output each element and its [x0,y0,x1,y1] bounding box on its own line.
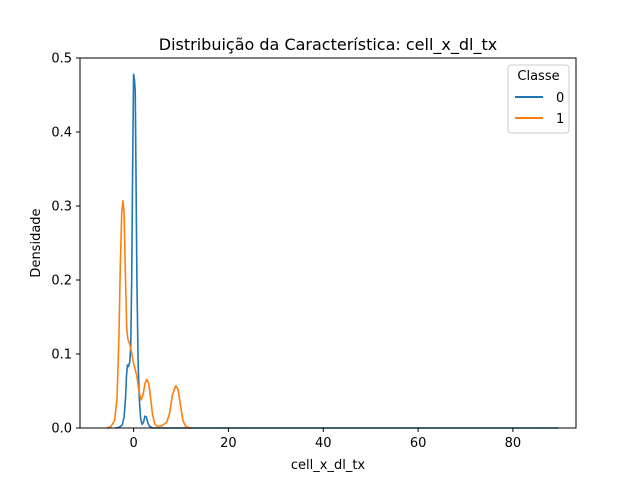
series-line-1 [106,200,192,429]
x-tick-label: 40 [315,436,332,451]
series-line-0 [114,73,559,429]
legend-title: Classe [517,69,559,84]
plot-area [80,58,576,429]
x-tick-label: 0 [129,436,137,451]
y-tick-label: 0.4 [51,126,72,141]
chart-title: Distribuição da Característica: cell_x_d… [159,35,497,55]
series-layer [106,73,559,429]
legend-box [507,64,570,134]
y-tick-label: 0.2 [51,274,72,289]
y-tick-label: 0.1 [51,348,72,363]
legend-label-1: 1 [556,112,564,127]
plot-background [80,58,576,428]
legend: Classe 0 1 [507,64,570,134]
x-axis: 0 20 40 60 80 [129,428,521,451]
y-tick-label: 0.0 [51,422,72,437]
x-tick-label: 80 [505,436,522,451]
y-tick-label: 0.3 [51,200,72,215]
x-tick-label: 60 [410,436,427,451]
y-axis-label: Densidade [29,208,44,277]
x-tick-label: 20 [220,436,237,451]
plot-frame [79,57,577,429]
legend-label-0: 0 [556,91,564,106]
y-axis: 0.0 0.1 0.2 0.3 0.4 0.5 [51,52,80,437]
y-tick-label: 0.5 [51,52,72,67]
x-axis-label: cell_x_dl_tx [291,458,366,473]
